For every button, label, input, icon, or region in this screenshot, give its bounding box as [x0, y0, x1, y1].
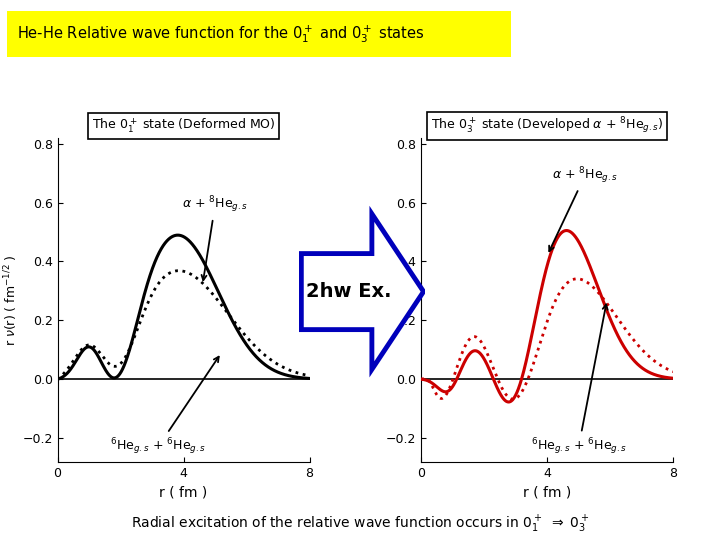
Text: He-He Relative wave function for the 0$_1^+$ and 0$_3^+$ states: He-He Relative wave function for the 0$_… — [17, 23, 425, 45]
X-axis label: r ( fm ): r ( fm ) — [523, 485, 572, 499]
Text: $^6$He$_{g.s}$ + $^6$He$_{g.s}$: $^6$He$_{g.s}$ + $^6$He$_{g.s}$ — [531, 305, 627, 457]
Text: $\alpha$ + $^8$He$_{g.s}$: $\alpha$ + $^8$He$_{g.s}$ — [182, 194, 248, 280]
Title: The 0$_3^+$ state (Developed $\alpha$ + $^8$He$_{g.s}$): The 0$_3^+$ state (Developed $\alpha$ + … — [431, 116, 664, 136]
Text: $\alpha$ + $^8$He$_{g.s}$: $\alpha$ + $^8$He$_{g.s}$ — [549, 165, 618, 251]
Title: The 0$_1^+$ state (Deformed MO): The 0$_1^+$ state (Deformed MO) — [92, 117, 275, 135]
Y-axis label: r $\nu$(r) ( fm$^{-1}$ ): r $\nu$(r) ( fm$^{-1}$ ) — [366, 258, 383, 341]
Text: 2hw Ex.: 2hw Ex. — [307, 282, 392, 301]
Y-axis label: r $\nu$(r) ( fm$^{-1/2}$ ): r $\nu$(r) ( fm$^{-1/2}$ ) — [2, 254, 19, 346]
Text: Radial excitation of the relative wave function occurs in 0$_1^+$ $\Rightarrow$ : Radial excitation of the relative wave f… — [130, 514, 590, 535]
Text: $^6$He$_{g.s}$ + $^6$He$_{g.s}$: $^6$He$_{g.s}$ + $^6$He$_{g.s}$ — [110, 357, 219, 457]
Polygon shape — [301, 214, 423, 369]
X-axis label: r ( fm ): r ( fm ) — [159, 485, 208, 499]
